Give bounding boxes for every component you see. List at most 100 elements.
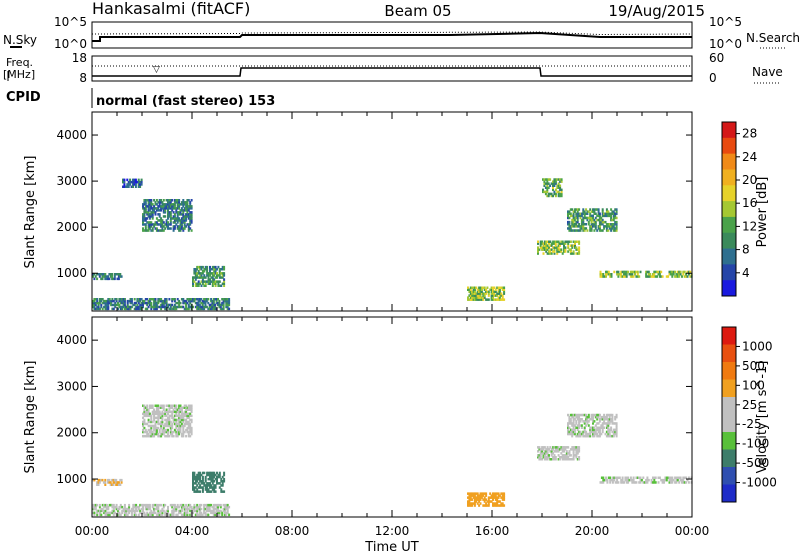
heatmap-cell [476,502,479,505]
heatmap-cell [552,446,555,449]
heatmap-cell [467,492,469,495]
heatmap-cell [183,217,186,220]
heatmap-cell [600,418,603,421]
heatmap-cell [129,299,132,303]
heatmap-cell [575,240,578,243]
heatmap-cell [185,219,188,222]
heatmap-cell [176,430,179,434]
heatmap-cell [211,509,214,513]
freq-right-tick-bottom: 0 [709,71,717,85]
heatmap-cell [142,422,144,426]
heatmap-cell [135,301,138,305]
heatmap-cell [114,298,117,301]
heatmap-cell [196,490,199,493]
heatmap-cell [173,418,176,422]
heatmap-cell [583,216,586,220]
heatmap-cell [225,505,228,509]
heatmap-cell [180,207,183,210]
heatmap-cell [585,216,588,220]
heatmap-cell [610,214,613,218]
heatmap-cell [605,430,608,434]
velocity-cells [92,404,693,517]
heatmap-cell [567,430,569,434]
heatmap-cell [137,305,140,309]
heatmap-cell [571,246,574,249]
heatmap-cell [598,212,601,215]
heatmap-cell [211,477,214,481]
heatmap-cell [554,240,557,243]
heatmap-cell [122,185,124,188]
heatmap-cell [538,456,541,459]
heatmap-cell [104,483,107,486]
heatmap-cell [197,270,200,273]
heatmap-cell [142,509,144,513]
heatmap-cell [190,505,193,509]
heatmap-cell [183,215,186,218]
heatmap-cell [105,277,108,281]
heatmap-cell [148,424,151,428]
heatmap-cell [217,303,219,307]
heatmap-cell [492,286,494,289]
heatmap-cell [671,481,674,484]
heatmap-cell [476,292,479,295]
heatmap-cell [178,426,181,430]
heatmap-cell [160,412,163,416]
heatmap-cell [479,492,482,495]
heatmap-cell [590,430,593,434]
heatmap-cell [501,298,504,301]
heatmap-cell [612,229,615,232]
heatmap-cell [169,221,172,224]
heatmap-cell [209,265,211,269]
heatmap-cell [546,240,549,243]
heatmap-cell [669,478,672,482]
heatmap-cell [175,430,178,434]
heatmap-cell [494,298,497,301]
heatmap-cell [219,509,222,513]
heatmap-cell [226,509,229,513]
heatmap-cell [597,225,600,228]
heatmap-cell [183,307,186,311]
heatmap-cell [212,505,215,509]
heatmap-cell [568,418,571,421]
heatmap-cell [572,210,575,213]
heatmap-cell [479,294,482,297]
heatmap-cell [187,298,190,301]
heatmap-cell [545,456,548,459]
heatmap-cell [572,220,575,224]
heatmap-cell [176,432,179,436]
heatmap-cell [192,484,194,487]
heatmap-cell [471,296,474,299]
heatmap-cell [153,428,156,432]
heatmap-cell [197,298,200,301]
heatmap-cell [560,448,563,451]
heatmap-cell [189,201,192,204]
heatmap-cell [565,454,568,457]
heatmap-cell [213,490,216,493]
heatmap-cell [207,477,210,481]
heatmap-cell [189,213,192,216]
heatmap-cell [168,408,171,411]
heatmap-cell [573,229,576,232]
heatmap-cell [204,484,207,487]
heatmap-cell [582,227,585,230]
heatmap-cell [193,276,196,279]
heatmap-cell [200,486,203,489]
heatmap-cell [615,227,618,230]
heatmap-cell [196,503,199,507]
heatmap-cell [582,218,585,222]
heatmap-cell [167,305,169,309]
heatmap-cell [214,307,217,311]
heatmap-cell [176,505,179,509]
heatmap-cell [497,494,500,497]
heatmap-cell [615,208,618,211]
heatmap-cell [550,242,553,245]
heatmap-cell [226,298,229,301]
heatmap-cell [216,482,218,485]
heatmap-cell [116,483,119,486]
heatmap-cell [573,428,576,432]
heatmap-cell [182,211,185,214]
heatmap-cell [187,507,190,511]
heatmap-cell [624,476,627,479]
heatmap-cell [576,434,579,438]
heatmap-cell [168,227,171,230]
